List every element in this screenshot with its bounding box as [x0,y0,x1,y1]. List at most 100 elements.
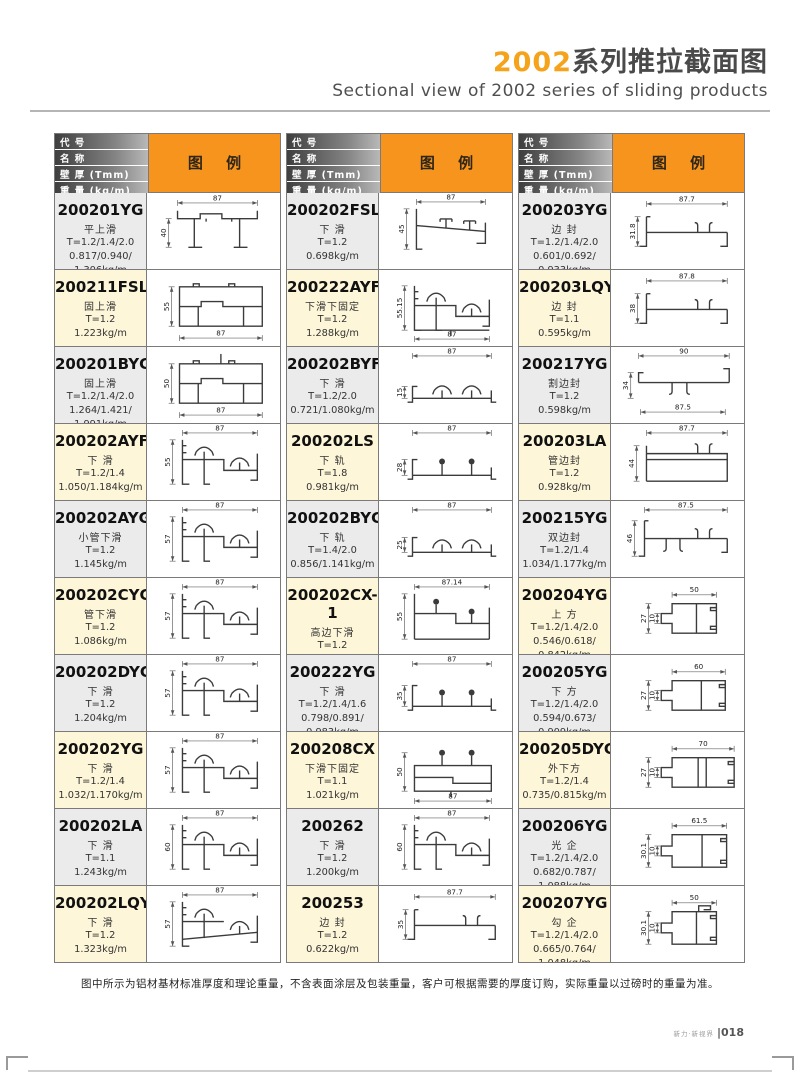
product-row: 200202CYG 管下滑 T=1.2 1.086kg/m 87 57 [55,576,280,654]
svg-text:30.1: 30.1 [639,843,648,859]
diagram-cell: 87.7 35 [378,885,512,962]
sectional-diagram: 87 55 [163,424,259,485]
svg-text:90: 90 [679,347,689,355]
product-label-cell: 200208CX 下滑下固定 T=1.1 1.021kg/m [287,731,378,808]
svg-text:50: 50 [395,767,404,777]
product-name: 边 封 [551,301,578,313]
diagram-cell: 55.15 87 [378,269,512,346]
attribute-header-label: 名 称 [519,149,612,166]
product-spec: T=1.2/1.4/2.0 [66,390,135,402]
product-name: 光 企 [551,840,578,852]
product-row: 200215YG 双边封 T=1.2/1.4 1.034/1.177kg/m 87.5 4… [519,499,744,577]
diagram-cell: 61.5 30.1 10 [610,808,744,885]
sectional-diagram: 90 34 87.5 [621,347,730,415]
product-code: 200222YG [289,662,376,681]
svg-text:55: 55 [163,457,172,466]
product-spec: T=1.2/1.4 [76,467,125,479]
title-series-number: 2002 [492,47,572,78]
sectional-diagram: 87 40 [159,193,259,248]
crop-mark-right [772,1056,794,1070]
page-subtitle: Sectional view of 2002 series of sliding… [332,80,768,101]
product-code: 200217YG [521,354,608,373]
product-label-cell: 200204YG 上 方T=1.2/1.4/2.0 0.546/0.618/0.84… [519,577,610,654]
product-spec: 1.088kg/m [519,880,610,885]
sectional-diagram: 87 28 [395,424,497,480]
product-label-cell: 200206YG 光 企T=1.2/1.4/2.0 0.682/0.787/1.08… [519,808,610,885]
product-code: 200201YG [57,200,144,219]
product-spec: 1.034/1.177kg/m [522,558,607,570]
svg-text:35: 35 [396,920,405,929]
product-name: 下 滑 [87,917,114,929]
svg-text:87: 87 [215,732,224,740]
svg-text:35: 35 [395,691,404,700]
product-label-cell: 200211FSL 固上滑 T=1.2 1.223kg/m [55,269,146,346]
product-label-cell: 200222AYF 下滑下固定 T=1.2 1.288kg/m [287,269,378,346]
svg-text:87: 87 [215,578,224,586]
product-label-cell: 200202AYG 小管下滑 T=1.2 1.145kg/m [55,500,146,577]
svg-text:15: 15 [395,387,404,396]
sectional-diagram: 87 25 [395,501,497,557]
diagram-cell: 60 27 10 [610,654,744,731]
product-spec: T=1.2 [85,621,116,633]
product-code: 200202BYF [287,354,378,373]
product-row: 200207YG 勾 企T=1.2/1.4/2.0 0.665/0.764/1.04… [519,884,744,962]
product-spec: 0.933kg/m [519,264,610,269]
product-name: 管边封 [548,455,581,467]
svg-text:60: 60 [395,842,404,852]
sectional-diagram: 70 27 10 [639,739,735,788]
svg-text:87: 87 [215,886,224,894]
product-spec: 1.048kg/m [519,957,610,962]
product-code: 200202AYF [55,431,146,450]
product-spec: 1.032/1.170kg/m [58,789,143,801]
product-spec: T=1.2 [317,236,348,248]
attribute-header-label: 代 号 [519,133,612,150]
product-row: 200222YG 下 滑T=1.2/1.4/1.6 0.798/0.891/0.98… [287,653,512,731]
product-row: 200202LA 下 滑 T=1.1 1.243kg/m 87 60 [55,807,280,885]
product-spec: 0.798/0.891/ [301,712,364,724]
product-label-cell: 200222YG 下 滑T=1.2/1.4/1.6 0.798/0.891/0.98… [287,654,378,731]
sectional-diagram: 87 57 [163,501,259,562]
product-label-cell: 200217YG 割边封 T=1.2 0.598kg/m [519,346,610,423]
product-code: 200202AYG [55,508,146,527]
svg-text:45: 45 [397,224,406,233]
product-name: 下 滑 [87,763,114,775]
svg-text:57: 57 [163,688,172,697]
svg-text:87: 87 [447,347,456,355]
svg-text:38: 38 [628,303,637,313]
svg-text:25: 25 [395,540,404,549]
diagram-cell: 87 15 [378,346,512,423]
product-name: 小管下滑 [78,532,123,544]
svg-text:30.1: 30.1 [639,920,648,936]
page-footer: 新力·新视界 |018 [673,1026,744,1039]
svg-text:87: 87 [447,809,456,817]
product-label-cell: 200202LA 下 滑 T=1.1 1.243kg/m [55,808,146,885]
svg-text:87: 87 [447,424,456,432]
svg-text:10: 10 [648,846,657,856]
diagram-cell: 50 27 10 [610,577,744,654]
product-spec: 0.817/0.940/ [69,250,132,262]
product-code: 200222AYF [287,277,378,296]
product-name: 固上滑 [84,301,117,313]
product-label-cell: 200202LS 下 轨 T=1.8 0.981kg/m [287,423,378,500]
product-name: 边 封 [319,917,346,929]
svg-text:87.5: 87.5 [675,402,691,411]
product-code: 200262 [301,816,364,835]
svg-text:57: 57 [163,611,172,620]
product-spec: 0.665/0.764/ [533,943,596,955]
legend-header: 图 例 [148,133,280,192]
sectional-diagram: 87 60 [163,809,259,870]
product-spec: T=1.2/1.4/2.0 [66,236,135,248]
column-group-2: 代 号名 称壁 厚 (Tmm) 重 量 (kg/m) 图 例 200202FSL 下 滑… [286,132,513,963]
product-code: 200202LS [291,431,374,450]
svg-text:55.15: 55.15 [395,297,404,318]
product-row: 200217YG 割边封 T=1.2 0.598kg/m 90 34 87.5 [519,345,744,423]
product-row: 200202LS 下 轨 T=1.8 0.981kg/m 87 28 [287,422,512,500]
svg-text:57: 57 [163,919,172,928]
product-name: 外下方 [548,763,581,775]
svg-text:50: 50 [162,378,171,388]
sectional-diagram: 60 27 10 [639,662,726,711]
